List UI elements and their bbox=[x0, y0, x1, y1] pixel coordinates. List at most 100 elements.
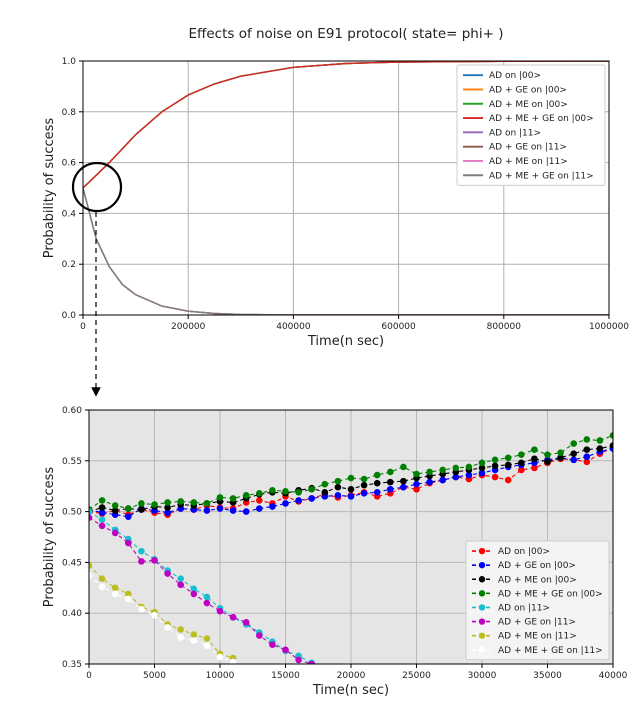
data-point bbox=[203, 507, 211, 514]
data-point bbox=[413, 480, 420, 488]
data-point bbox=[89, 508, 93, 515]
legend-marker bbox=[478, 632, 486, 639]
data-point bbox=[491, 462, 499, 470]
data-point bbox=[89, 514, 93, 521]
data-point bbox=[491, 456, 499, 464]
data-point bbox=[360, 490, 368, 497]
x-tick-label: 1000000 bbox=[589, 322, 629, 332]
data-point bbox=[583, 436, 591, 443]
data-point bbox=[426, 468, 433, 476]
data-point bbox=[138, 605, 145, 613]
data-point bbox=[164, 624, 171, 631]
data-point bbox=[557, 449, 564, 456]
zoom-chart-y-label: Probability of success bbox=[42, 467, 57, 608]
data-point bbox=[360, 475, 368, 483]
data-point bbox=[439, 466, 447, 474]
data-point bbox=[518, 466, 525, 474]
data-point bbox=[557, 454, 564, 462]
data-point bbox=[203, 500, 211, 507]
main-chart-title: Effects of noise on E91 protocol( state=… bbox=[189, 26, 504, 42]
x-tick-label: 20000 bbox=[337, 671, 366, 681]
main-chart-y-label: Probability of success bbox=[42, 118, 57, 259]
legend-entry: AD + GE on |11> bbox=[489, 143, 567, 153]
data-point bbox=[439, 476, 447, 484]
data-point bbox=[190, 585, 198, 593]
y-tick-label: 0.4 bbox=[62, 209, 77, 219]
legend-box bbox=[465, 540, 610, 661]
data-point bbox=[164, 570, 171, 577]
y-tick-label: 0.8 bbox=[62, 108, 77, 118]
data-point bbox=[413, 485, 420, 493]
data-point bbox=[190, 590, 198, 598]
y-tick-label: 0.40 bbox=[62, 609, 82, 619]
zoom-chart-y-ticks: 0.35 0.40 0.45 0.50 0.55 0.60 bbox=[62, 406, 89, 670]
data-point bbox=[255, 497, 263, 504]
legend-entry: AD + GE on |00> bbox=[489, 85, 567, 95]
data-point bbox=[229, 495, 237, 502]
data-point bbox=[111, 529, 119, 537]
data-point bbox=[229, 507, 237, 514]
zoom-chart-x-ticks: 0 5000 10000 15000 20000 25000 30000 35000 40000 bbox=[86, 664, 628, 681]
legend-entry: AD + ME on |00> bbox=[489, 100, 568, 110]
data-point bbox=[583, 446, 591, 453]
y-tick-label: 1.0 bbox=[62, 57, 77, 67]
data-point bbox=[216, 494, 224, 501]
x-tick-label: 15000 bbox=[271, 671, 300, 681]
legend-entry: AD + GE on |11> bbox=[498, 618, 576, 628]
data-point bbox=[308, 485, 316, 493]
data-point bbox=[387, 478, 394, 486]
x-tick-label: 25000 bbox=[402, 671, 431, 681]
data-point bbox=[583, 458, 591, 466]
data-point bbox=[295, 656, 302, 664]
data-point bbox=[583, 453, 591, 461]
y-tick-label: 0.0 bbox=[62, 311, 77, 321]
data-point bbox=[282, 646, 289, 654]
data-point bbox=[216, 607, 224, 615]
x-tick-label: 400000 bbox=[276, 322, 311, 332]
data-point bbox=[295, 488, 302, 496]
legend-marker bbox=[478, 547, 486, 555]
legend-entry: AD + GE on |00> bbox=[498, 561, 576, 571]
data-point bbox=[531, 464, 538, 472]
data-point bbox=[98, 583, 106, 591]
data-point bbox=[125, 595, 132, 603]
data-point bbox=[452, 473, 460, 481]
data-point bbox=[387, 468, 394, 476]
data-point bbox=[347, 485, 355, 493]
data-point bbox=[308, 495, 316, 502]
zoom-chart: 0 5000 10000 15000 20000 25000 30000 35000 40000… bbox=[42, 406, 628, 698]
data-point bbox=[518, 459, 525, 467]
data-point bbox=[190, 637, 198, 644]
data-point bbox=[269, 503, 276, 510]
data-point bbox=[570, 440, 577, 447]
data-point bbox=[321, 480, 329, 488]
data-point bbox=[360, 481, 368, 489]
legend-entry: AD on |11> bbox=[489, 128, 541, 138]
data-point bbox=[125, 513, 132, 520]
data-point bbox=[138, 547, 145, 555]
data-point bbox=[531, 455, 538, 463]
data-point bbox=[203, 635, 211, 642]
data-point bbox=[242, 619, 250, 626]
data-point bbox=[151, 557, 158, 564]
x-tick-label: 30000 bbox=[468, 671, 497, 681]
data-point bbox=[609, 442, 613, 449]
data-point bbox=[203, 642, 211, 650]
legend-entry: AD on |00> bbox=[489, 71, 541, 81]
data-point bbox=[151, 501, 158, 508]
x-tick-label: 40000 bbox=[599, 671, 628, 681]
data-point bbox=[164, 509, 171, 516]
series-line bbox=[89, 434, 613, 511]
legend-marker bbox=[478, 590, 486, 597]
data-point bbox=[334, 477, 342, 485]
legend-entry: AD + ME on |11> bbox=[498, 632, 577, 642]
data-point bbox=[242, 492, 250, 499]
data-point bbox=[255, 505, 263, 512]
legend-marker bbox=[478, 561, 486, 569]
data-point bbox=[544, 451, 551, 459]
x-tick-label: 0 bbox=[86, 671, 92, 681]
data-point bbox=[111, 502, 119, 509]
data-point bbox=[334, 492, 342, 499]
data-point bbox=[269, 641, 276, 648]
y-tick-label: 0.35 bbox=[62, 660, 82, 670]
